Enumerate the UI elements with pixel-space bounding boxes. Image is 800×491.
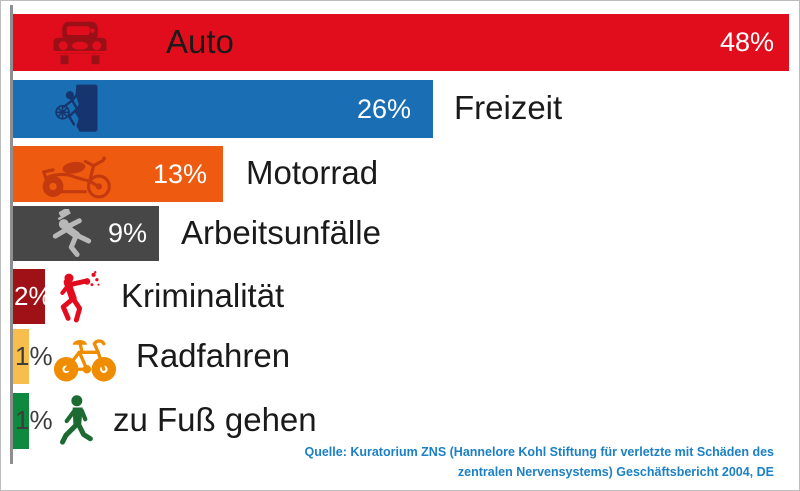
- walking-person-icon: [57, 394, 95, 448]
- boxer-icon: [55, 270, 101, 324]
- source-line-2: zentralen Nervensystems) Geschäftsberich…: [457, 465, 774, 479]
- bar-row-kriminalitaet: 2% Kriminalität: [13, 269, 799, 324]
- y-axis-line: [10, 5, 13, 464]
- value-label: 1%: [15, 404, 53, 435]
- value-label: 9%: [107, 218, 147, 248]
- value-label: 48%: [719, 27, 774, 57]
- value-label: 13%: [152, 158, 207, 189]
- category-label: Motorrad: [246, 154, 379, 192]
- category-label: Radfahren: [136, 336, 291, 374]
- bar-kriminalitaet: [13, 269, 45, 324]
- motorcycle-icon: [39, 149, 115, 199]
- car-icon: [51, 20, 109, 66]
- category-label: Arbeitsunfälle: [181, 213, 381, 251]
- bar-zu-fuss-gehen: [13, 393, 29, 449]
- category-label: Freizeit: [454, 89, 563, 127]
- falling-person-icon: [43, 207, 99, 259]
- bar-row-zu-fuss-gehen: 1% zu Fuß gehen: [13, 393, 799, 449]
- bar-auto: 48%: [13, 14, 789, 71]
- bar-arbeitsunfaelle: 9%: [13, 206, 159, 261]
- bar-row-radfahren: 1% Radfahren: [13, 329, 799, 384]
- climber-icon: [51, 83, 105, 135]
- value-label: 1%: [15, 340, 53, 371]
- source-line-1: Quelle: Kuratorium ZNS (Hannelore Kohl S…: [304, 445, 774, 459]
- bar-row-arbeitsunfaelle: 9% Arbeitsunfälle: [13, 206, 799, 261]
- value-label: 2%: [14, 280, 52, 311]
- value-label: 26%: [356, 93, 411, 124]
- category-label: Auto: [166, 22, 234, 60]
- bar-radfahren: [13, 329, 29, 384]
- bar-row-motorrad: 13% Motorrad: [13, 146, 799, 202]
- category-label: Kriminalität: [121, 276, 285, 314]
- category-label: zu Fuß gehen: [113, 401, 317, 439]
- bar-row-freizeit: 26% Freizeit: [13, 80, 799, 138]
- bicycle-icon: [53, 330, 117, 384]
- source-note: Quelle: Kuratorium ZNS (Hannelore Kohl S…: [304, 442, 774, 482]
- bar-row-auto: 48% Auto: [13, 14, 799, 71]
